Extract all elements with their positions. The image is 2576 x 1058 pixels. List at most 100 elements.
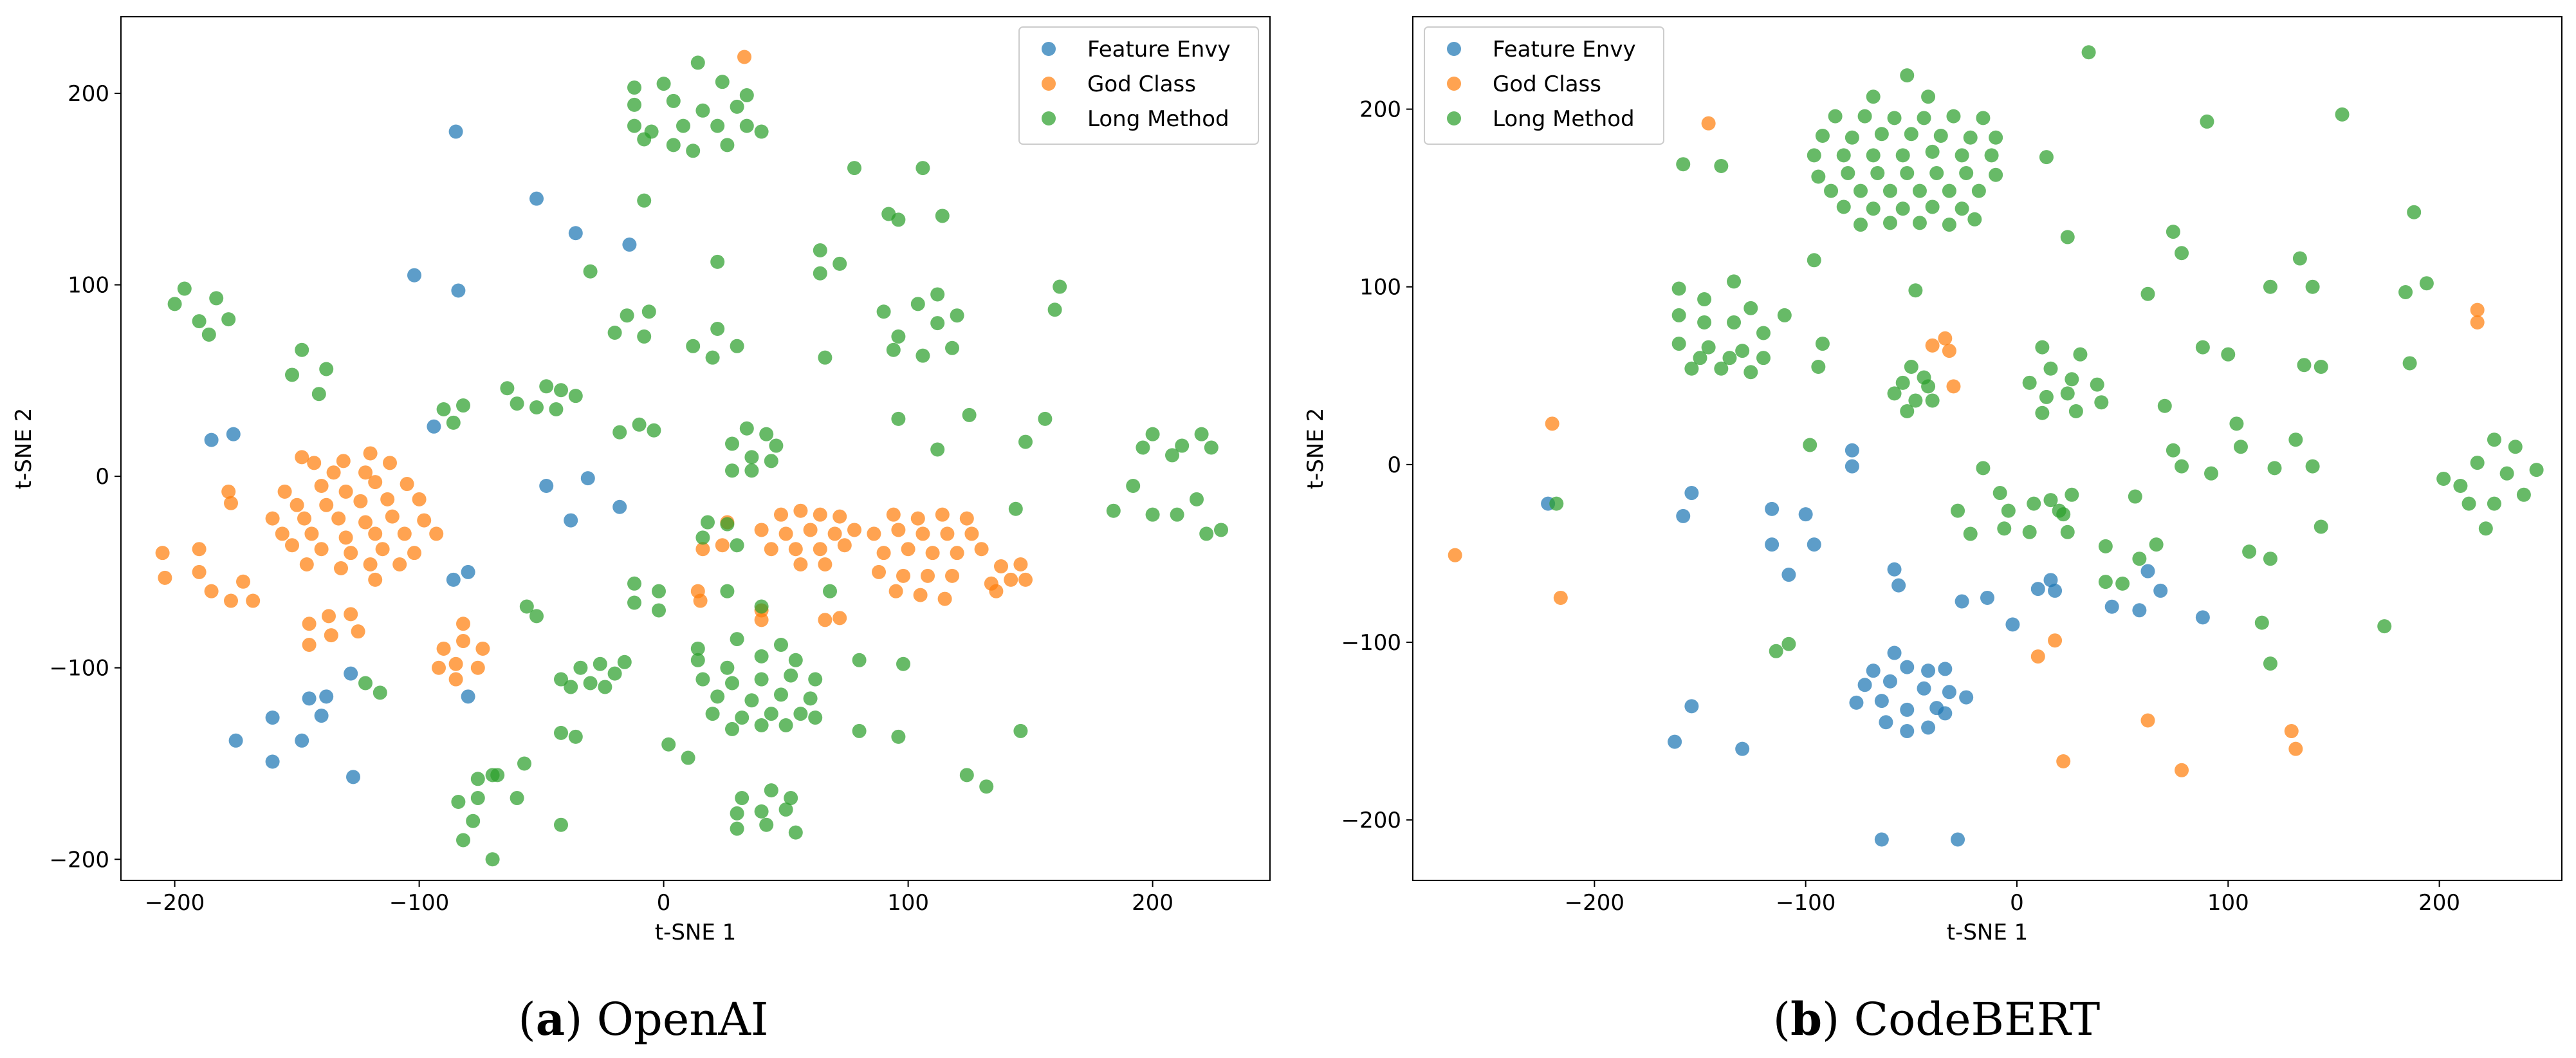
- data-point: [847, 161, 861, 176]
- data-point: [1684, 486, 1699, 501]
- data-point: [876, 546, 891, 561]
- y-tick-label: −200: [1341, 808, 1401, 833]
- data-point: [921, 568, 935, 583]
- data-point: [1854, 218, 1868, 232]
- data-point: [935, 507, 950, 522]
- data-point: [913, 588, 928, 602]
- data-point: [568, 729, 583, 744]
- data-point: [754, 613, 769, 627]
- data-point: [1684, 699, 1699, 714]
- data-point: [818, 613, 833, 627]
- data-point: [915, 161, 930, 176]
- data-point: [915, 348, 930, 363]
- data-point: [778, 802, 793, 817]
- data-point: [1126, 479, 1141, 494]
- y-tick-label: 200: [68, 81, 109, 107]
- data-point: [246, 593, 261, 608]
- data-point: [573, 660, 588, 675]
- data-point: [725, 721, 739, 736]
- data-point: [1895, 201, 1910, 216]
- data-point: [1951, 503, 1965, 518]
- data-point: [793, 557, 808, 572]
- data-point: [307, 456, 322, 470]
- data-point: [950, 308, 964, 323]
- data-point: [872, 564, 886, 579]
- data-point: [1942, 218, 1956, 232]
- legend-label: Feature Envy: [1493, 37, 1636, 62]
- data-point: [744, 693, 759, 708]
- data-point: [1807, 253, 1821, 268]
- data-point: [204, 584, 219, 599]
- data-point: [813, 243, 827, 258]
- data-point: [730, 99, 744, 114]
- data-point: [612, 499, 627, 514]
- data-point: [847, 523, 861, 537]
- data-point: [363, 557, 378, 572]
- data-point: [1106, 503, 1121, 518]
- data-point: [818, 557, 833, 572]
- data-point: [813, 542, 827, 557]
- data-point: [1874, 694, 1889, 709]
- data-point: [2204, 466, 2219, 481]
- data-point: [2263, 279, 2277, 294]
- data-point: [1175, 438, 1190, 453]
- data-point: [224, 496, 238, 510]
- data-point: [1845, 443, 1859, 458]
- data-point: [368, 572, 383, 587]
- data-point: [2043, 573, 2058, 588]
- data-point: [833, 509, 847, 524]
- panel-a-openai: −200 −100 0 100 200 −200 −100 0 100 200 t-SNE 1 t-S…: [11, 16, 1271, 945]
- data-point: [1866, 664, 1881, 678]
- data-point: [192, 542, 207, 557]
- data-point: [778, 718, 793, 732]
- data-point: [1946, 379, 1961, 394]
- data-point: [2132, 552, 2147, 566]
- data-point: [407, 268, 421, 283]
- data-point: [519, 599, 534, 614]
- data-point: [265, 754, 280, 769]
- data-point: [1781, 568, 1796, 582]
- data-point: [549, 402, 564, 416]
- data-point: [529, 609, 544, 624]
- data-point: [334, 561, 348, 575]
- x-tick-label: 200: [2418, 890, 2460, 916]
- data-point: [295, 733, 309, 748]
- data-point: [1882, 183, 1897, 198]
- data-point: [221, 312, 236, 327]
- data-point: [1798, 507, 1813, 522]
- data-point: [1701, 340, 1716, 355]
- data-point: [593, 656, 607, 671]
- data-point: [710, 322, 725, 337]
- series-feature-envy: [1541, 443, 2210, 847]
- data-point: [759, 427, 774, 441]
- data-point: [2398, 285, 2413, 300]
- data-point: [827, 526, 842, 541]
- data-point: [368, 526, 383, 541]
- x-tick-label: 0: [657, 890, 671, 916]
- data-point: [295, 342, 309, 357]
- data-point: [695, 530, 710, 545]
- data-point: [891, 523, 906, 537]
- data-point: [2128, 489, 2142, 504]
- data-point: [400, 477, 414, 492]
- data-point: [2487, 432, 2501, 447]
- data-point: [177, 281, 192, 296]
- data-point: [720, 517, 735, 532]
- data-point: [764, 542, 778, 557]
- data-point: [833, 611, 847, 626]
- data-point: [2060, 524, 2075, 539]
- data-point: [461, 564, 475, 579]
- data-point: [2022, 375, 2037, 390]
- data-point: [1199, 526, 1214, 541]
- data-point: [358, 465, 373, 480]
- data-point: [1756, 326, 1771, 340]
- data-point: [568, 389, 583, 404]
- x-tick-label: 200: [1132, 890, 1173, 916]
- data-point: [720, 584, 735, 599]
- data-point: [774, 638, 788, 652]
- data-point: [735, 710, 750, 725]
- data-point: [2104, 599, 2119, 614]
- data-point: [1697, 292, 1712, 307]
- data-point: [554, 383, 568, 398]
- data-point: [1857, 109, 1872, 124]
